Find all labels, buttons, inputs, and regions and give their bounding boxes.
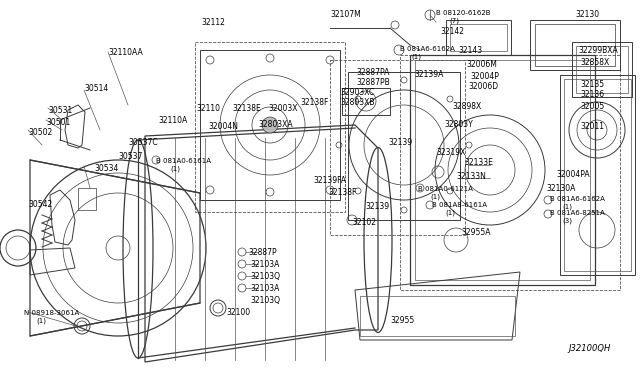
Bar [78,188,96,210]
Text: 32143: 32143 [458,46,482,55]
Text: 32110A: 32110A [158,116,188,125]
Text: 32803Y: 32803Y [444,120,473,129]
Text: 30531: 30531 [48,106,72,115]
Bar [450,24,507,51]
Text: 32139A: 32139A [414,70,444,79]
Text: B 081A6-8251A: B 081A6-8251A [550,210,605,216]
Text: J32100QH: J32100QH [568,344,611,353]
Text: B 081A8-6161A: B 081A8-6161A [432,202,487,208]
Text: 32103Q: 32103Q [250,272,280,281]
Bar [410,55,595,285]
Text: 32803XA: 32803XA [258,120,292,129]
Text: 32004N: 32004N [208,122,238,131]
Text: 32103A: 32103A [250,284,280,293]
Text: 32103A: 32103A [250,260,280,269]
Text: 32011: 32011 [580,122,604,131]
Text: 32903XC: 32903XC [340,88,374,97]
Bar [564,79,631,271]
Text: 32133E: 32133E [464,158,493,167]
Text: 32004P: 32004P [470,72,499,81]
Text: 30514: 30514 [84,84,108,93]
Text: (1): (1) [445,210,455,217]
Text: 32130A: 32130A [546,184,575,193]
Text: 32319X: 32319X [436,148,465,157]
Text: 32139: 32139 [365,202,389,211]
Text: 32139FA: 32139FA [313,176,346,185]
Text: 32139: 32139 [388,138,412,147]
Bar [415,60,590,280]
Text: N 08918-3061A: N 08918-3061A [24,310,79,316]
Text: 32299BXA: 32299BXA [578,46,618,55]
Bar [446,20,511,55]
Text: 30502: 30502 [28,128,52,137]
Text: 32138E: 32138E [232,104,260,113]
Text: 32003X: 32003X [268,104,298,113]
Text: 32887PA: 32887PA [356,68,389,77]
Text: (1): (1) [36,318,46,324]
Bar [560,75,635,275]
Text: 32006D: 32006D [468,82,498,91]
Bar [360,296,515,336]
Text: (1): (1) [411,54,421,61]
Circle shape [262,117,278,133]
Text: 32136: 32136 [580,90,604,99]
Text: 32138F: 32138F [300,98,328,107]
Text: B 081A6-6162A: B 081A6-6162A [550,196,605,202]
Text: (7): (7) [449,18,459,25]
Bar [330,60,465,235]
Text: 30542: 30542 [28,200,52,209]
Text: 32898X: 32898X [452,102,481,111]
Text: 32135: 32135 [580,80,604,89]
Text: 32955A: 32955A [461,228,490,237]
Text: 32006M: 32006M [466,60,497,69]
Text: 32887PB: 32887PB [356,78,390,87]
Bar [400,55,620,290]
Bar [572,42,632,97]
Text: 32110: 32110 [196,104,220,113]
Text: (1): (1) [430,194,440,201]
Text: B 081A6-6162A: B 081A6-6162A [400,46,455,52]
Bar [195,42,345,212]
Text: B 081A0-6121A: B 081A0-6121A [418,186,473,192]
Text: 30534: 30534 [94,164,118,173]
Text: 30537C: 30537C [128,138,157,147]
Bar [576,46,628,93]
Text: 32803XB: 32803XB [340,98,374,107]
Bar [530,20,620,70]
Text: B 08120-6162B: B 08120-6162B [436,10,490,16]
Text: 32887P: 32887P [248,248,276,257]
Text: (1): (1) [562,204,572,211]
Text: 32110AA: 32110AA [108,48,143,57]
Text: 30537: 30537 [118,152,142,161]
Text: 32004PA: 32004PA [556,170,589,179]
Text: 32130: 32130 [575,10,599,19]
Text: 32142: 32142 [440,27,464,36]
Text: (3): (3) [562,218,572,224]
Text: 32005: 32005 [580,102,604,111]
Text: 32107M: 32107M [330,10,361,19]
Text: B 081A0-6161A: B 081A0-6161A [156,158,211,164]
Text: (1): (1) [170,166,180,173]
Text: 32955: 32955 [390,316,414,325]
Text: 32133N: 32133N [456,172,486,181]
Text: 32112: 32112 [201,18,225,27]
Text: 32858X: 32858X [580,58,609,67]
Text: 30501: 30501 [46,118,70,127]
Text: 32102: 32102 [352,218,376,227]
Text: 32103Q: 32103Q [250,296,280,305]
Text: 32138F: 32138F [328,188,356,197]
Text: 32100: 32100 [226,308,250,317]
Bar [535,24,615,66]
